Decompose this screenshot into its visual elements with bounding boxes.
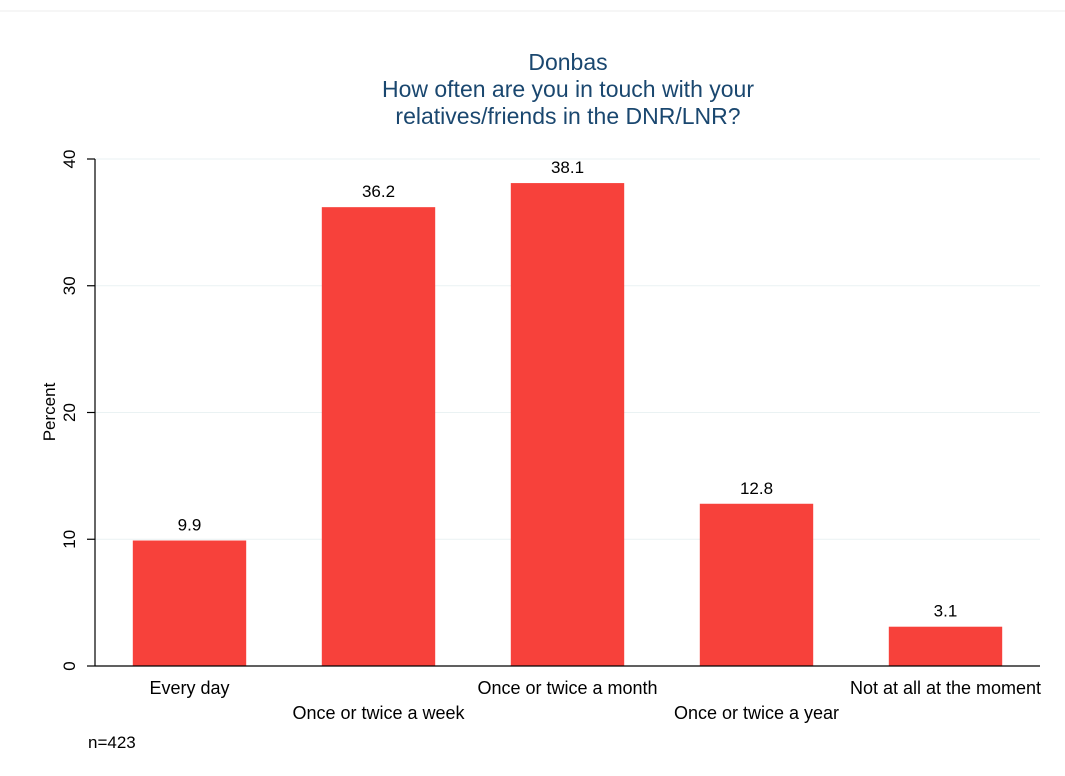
data-labels: 9.9 36.2 38.1 12.8 3.1 xyxy=(178,158,958,621)
x-category-label: Once or twice a month xyxy=(477,678,657,698)
bar xyxy=(888,626,1003,666)
bar-value-label: 36.2 xyxy=(362,182,395,201)
bar-value-label: 9.9 xyxy=(178,516,202,535)
y-tick-label: 30 xyxy=(60,276,79,295)
bar-value-label: 3.1 xyxy=(934,602,958,621)
y-tick-label: 0 xyxy=(60,661,79,670)
y-tick-label: 40 xyxy=(60,150,79,169)
bar xyxy=(510,183,625,666)
x-axis-category-labels: Every day Once or twice a week Once or twi… xyxy=(149,678,1041,723)
bar-value-label: 12.8 xyxy=(740,479,773,498)
y-tick-label: 10 xyxy=(60,530,79,549)
sample-size-note: n=423 xyxy=(88,733,136,752)
bar-value-label: 38.1 xyxy=(551,158,584,177)
bar xyxy=(699,503,814,666)
y-axis-ticks: 0 10 20 30 40 xyxy=(60,150,95,671)
chart-title: Donbas xyxy=(528,49,607,75)
bars xyxy=(132,183,1003,667)
y-tick-label: 20 xyxy=(60,403,79,422)
chart-subtitle-line-2: relatives/friends in the DNR/LNR? xyxy=(395,103,740,129)
bar xyxy=(321,207,436,667)
x-category-label: Once or twice a week xyxy=(292,703,465,723)
y-axis-label: Percent xyxy=(40,382,59,441)
x-category-label: Not at all at the moment xyxy=(850,678,1041,698)
x-category-label: Once or twice a year xyxy=(674,703,839,723)
x-category-label: Every day xyxy=(149,678,229,698)
chart-subtitle-line-1: How often are you in touch with your xyxy=(382,76,754,102)
bar xyxy=(132,540,247,666)
